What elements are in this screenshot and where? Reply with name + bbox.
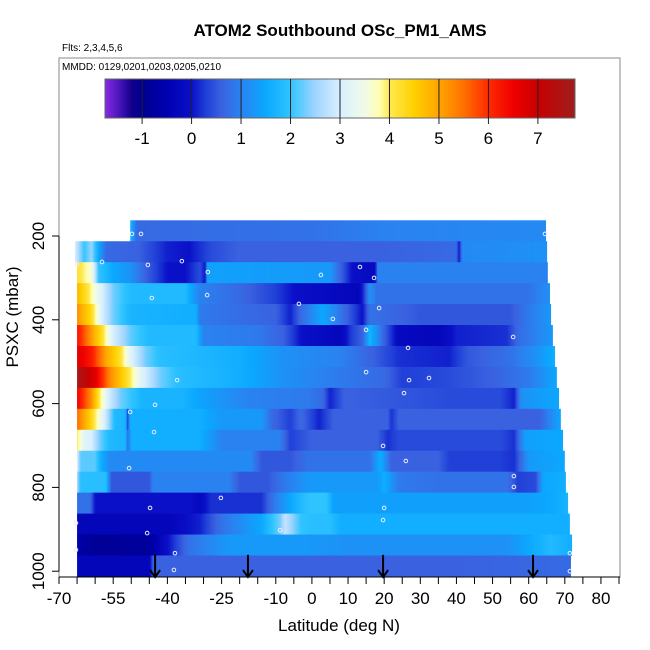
chart: ATOM2 Southbound OSc_PM1_AMS Flts: 2,3,4… [3, 21, 621, 635]
